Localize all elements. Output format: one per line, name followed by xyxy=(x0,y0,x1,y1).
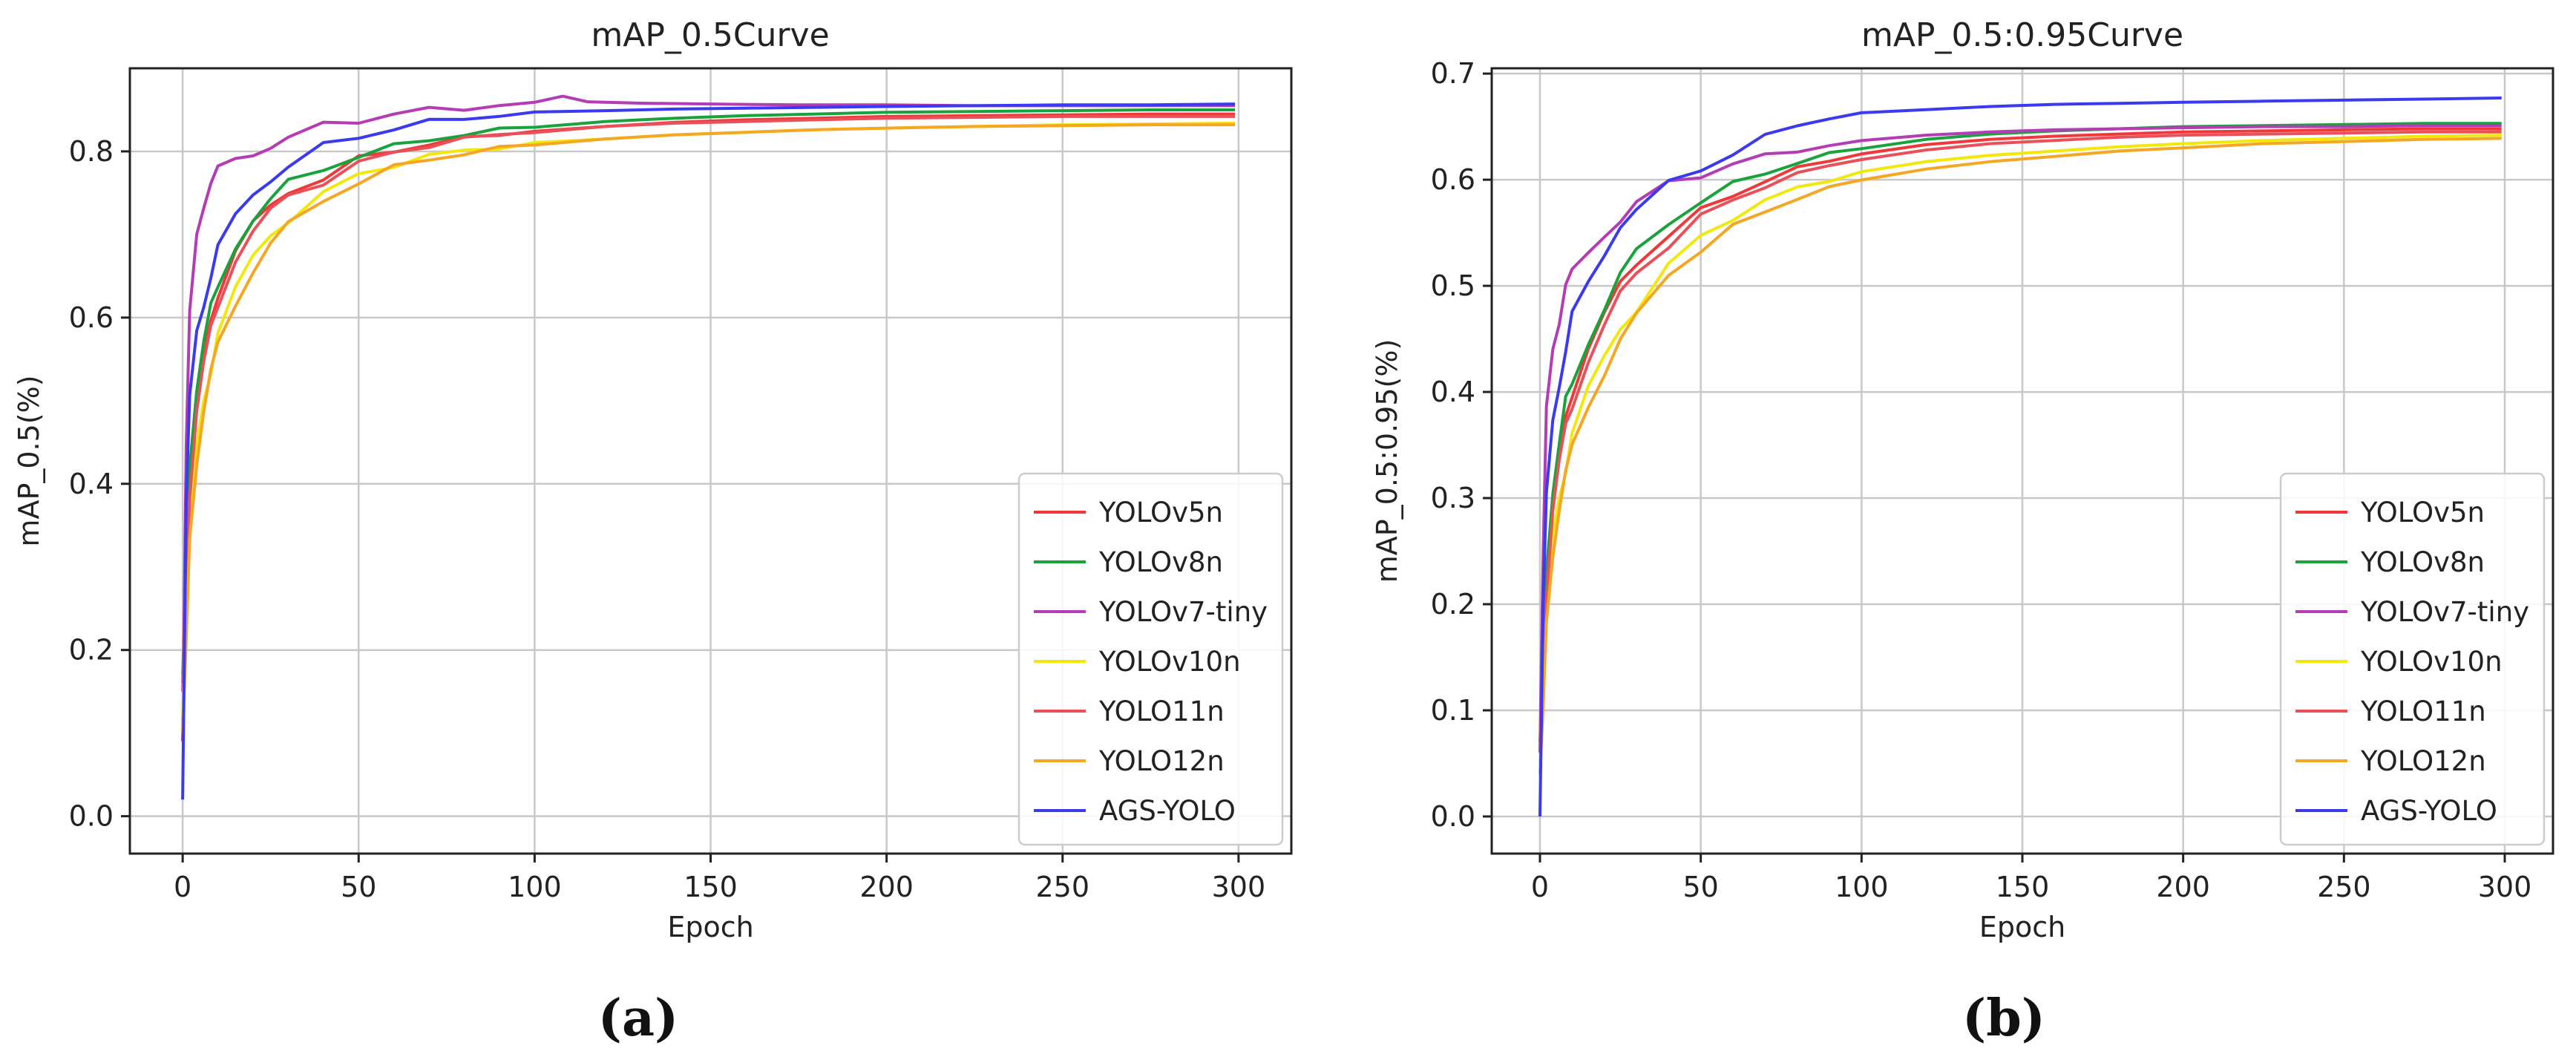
panel-b-legend-label-yolov10n: YOLOv10n xyxy=(2360,646,2503,678)
panel-b-y-tick-label-6: 0.6 xyxy=(1431,163,1475,196)
panel-b-title: mAP_0.5:0.95Curve xyxy=(1861,16,2183,54)
panel-a-x-tick-label-5: 250 xyxy=(1035,871,1089,903)
panel-a-x-tick-label-1: 50 xyxy=(341,871,376,903)
panel-b-y-tick-label-1: 0.1 xyxy=(1431,694,1475,727)
panel-b-legend-box xyxy=(2279,472,2546,846)
panel-b-legend-label-yolov7-tiny: YOLOv7-tiny xyxy=(2360,596,2529,628)
panel-a-x-tick-label-0: 0 xyxy=(174,871,191,903)
panel-b-x-tick-label-6: 300 xyxy=(2478,871,2532,903)
panel-b-x-tick-label-5: 250 xyxy=(2317,871,2371,903)
panel-a-y-axis-label: mAP_0.5(%) xyxy=(13,375,45,546)
panel-a-series-yolov8n xyxy=(181,108,1236,675)
panel-b-y-tick-label-3: 0.3 xyxy=(1431,482,1475,514)
panel-a-legend-label-yolo12n: YOLO12n xyxy=(1098,745,1225,777)
panel-a-legend-label-yolov8n: YOLOv8n xyxy=(1098,546,1223,578)
panel-b-chart: mAP_0.5:0.95Curve 0 50 100 150 200 250 300 0.0 0… xyxy=(1371,16,2554,943)
panel-a-x-axis-label: Epoch xyxy=(667,911,753,943)
panel-b-x-tick-label-1: 50 xyxy=(1682,871,1718,903)
panel-a-title: mAP_0.5Curve xyxy=(591,16,829,54)
panel-b-legend-label-yolo11n: YOLO11n xyxy=(2360,695,2486,727)
panel-b-series-yolov7-tiny xyxy=(1538,124,2502,753)
panel-b-label: (b) xyxy=(1962,989,2045,1048)
panel-b-legend-label-yolov8n: YOLOv8n xyxy=(2360,546,2485,578)
panel-b-y-tick-label-4: 0.4 xyxy=(1431,376,1475,408)
panel-b-x-axis-label: Epoch xyxy=(1979,911,2065,943)
panel-a-x-tick-label-3: 150 xyxy=(684,871,738,903)
panel-a-series-yolov7-tiny xyxy=(181,94,1236,742)
panel-a-x-tick-label-2: 100 xyxy=(508,871,562,903)
panel-a-y-tick-label-0: 0.0 xyxy=(69,800,114,833)
panel-a-label: (a) xyxy=(598,989,678,1048)
panel-b-x-tick-label-0: 0 xyxy=(1531,871,1549,903)
panel-b-series-ags-yolo xyxy=(1538,96,2502,817)
panel-a-legend: YOLOv5n YOLOv8n YOLOv7-tiny YOLOv10n YOLO11n… xyxy=(1017,472,1284,846)
panel-a-legend-label-yolov5n: YOLOv5n xyxy=(1098,497,1223,528)
panel-b-series-yolo11n xyxy=(1538,130,2502,753)
panel-b-y-tick-label-2: 0.2 xyxy=(1431,588,1475,621)
panel-a-legend-label-yolo11n: YOLO11n xyxy=(1098,695,1225,727)
panel-a-x-tick-label-6: 300 xyxy=(1212,871,1266,903)
panel-b-legend-label-yolo12n: YOLO12n xyxy=(2360,745,2486,777)
panel-a-legend-label-ags-yolo: AGS-YOLO xyxy=(1099,795,1236,827)
panel-a-legend-label-yolov7-tiny: YOLOv7-tiny xyxy=(1098,596,1268,628)
panel-b-y-tick-label-7: 0.7 xyxy=(1431,57,1475,90)
panel-a-series-yolo11n xyxy=(181,114,1236,684)
panel-b-legend: YOLOv5n YOLOv8n YOLOv7-tiny YOLOv10n YOLO11n… xyxy=(2279,472,2546,846)
panel-b-legend-label-ags-yolo: AGS-YOLO xyxy=(2361,795,2497,827)
panel-a-y-tick-label-1: 0.2 xyxy=(69,634,114,667)
panel-b-legend-label-yolov5n: YOLOv5n xyxy=(2360,497,2485,528)
panel-a-y-tick-label-3: 0.6 xyxy=(69,301,114,334)
panel-b-x-tick-label-2: 100 xyxy=(1835,871,1889,903)
panel-a-y-tick-label-4: 0.8 xyxy=(69,135,114,168)
panel-a-chart: mAP_0.5Curve 0 50 100 150 200 250 300 0.0 0.2 0.4… xyxy=(13,16,1293,943)
panel-a-series-ags-yolo xyxy=(181,102,1236,800)
panel-b-x-tick-label-3: 150 xyxy=(1996,871,2050,903)
panel-b-y-tick-label-5: 0.5 xyxy=(1431,269,1475,302)
panel-b-series-yolo12n xyxy=(1538,137,2502,774)
panel-a-legend-box xyxy=(1017,472,1284,846)
panel-a-y-tick-label-2: 0.4 xyxy=(69,468,114,500)
panel-a-x-tick-label-4: 200 xyxy=(859,871,914,903)
panel-a-series-yolo12n xyxy=(181,123,1236,733)
panel-b-y-axis-label: mAP_0.5:0.95(%) xyxy=(1371,339,1403,583)
panel-b-x-tick-label-4: 200 xyxy=(2156,871,2210,903)
panel-a-legend-label-yolov10n: YOLOv10n xyxy=(1098,646,1241,678)
panel-b-y-tick-label-0: 0.0 xyxy=(1431,800,1475,833)
